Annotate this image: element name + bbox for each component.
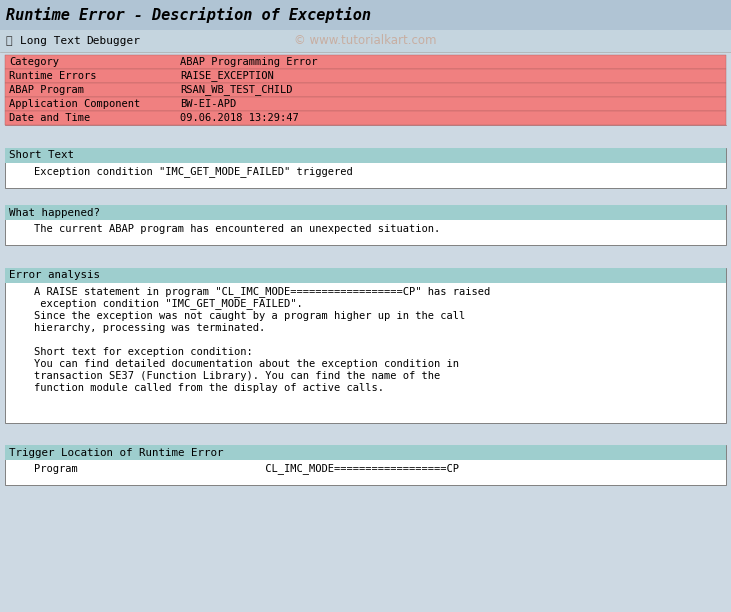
Bar [5, 445, 726, 485]
Text: Category: Category [9, 57, 59, 67]
Bar [5, 55, 726, 69]
Text: Application Component: Application Component [9, 99, 140, 109]
Text: Program                              CL_IMC_MODE==================CP: Program CL_IMC_MODE==================CP [9, 463, 459, 474]
Text: Runtime Errors: Runtime Errors [9, 71, 96, 81]
Text: ABAP Programming Error: ABAP Programming Error [180, 57, 317, 67]
Text: ⎙: ⎙ [6, 36, 12, 46]
Text: Exception condition "IMC_GET_MODE_FAILED" triggered: Exception condition "IMC_GET_MODE_FAILED… [9, 166, 353, 177]
Bar [5, 268, 726, 423]
Bar [5, 69, 726, 83]
Bar [5, 97, 726, 111]
Text: function module called from the display of active calls.: function module called from the display … [9, 383, 384, 393]
Text: Error analysis: Error analysis [9, 271, 100, 280]
Text: exception condition "IMC_GET_MODE_FAILED".: exception condition "IMC_GET_MODE_FAILED… [9, 299, 303, 310]
Text: Runtime Error - Description of Exception: Runtime Error - Description of Exception [6, 7, 371, 23]
Bar [0, 0, 731, 30]
Bar [5, 268, 726, 283]
Text: Date and Time: Date and Time [9, 113, 90, 123]
Bar [5, 148, 726, 163]
Bar [5, 205, 726, 245]
Text: © www.tutorialkart.com: © www.tutorialkart.com [295, 34, 436, 48]
Bar [5, 111, 726, 125]
Text: Long Text: Long Text [20, 36, 80, 46]
Text: Trigger Location of Runtime Error: Trigger Location of Runtime Error [9, 447, 224, 458]
Bar [0, 30, 731, 52]
Text: What happened?: What happened? [9, 207, 100, 217]
Bar [5, 83, 726, 97]
Text: RSAN_WB_TEST_CHILD: RSAN_WB_TEST_CHILD [180, 84, 292, 95]
Text: Short Text: Short Text [9, 151, 74, 160]
Text: 09.06.2018 13:29:47: 09.06.2018 13:29:47 [180, 113, 299, 123]
Text: You can find detailed documentation about the exception condition in: You can find detailed documentation abou… [9, 359, 459, 369]
Text: ABAP Program: ABAP Program [9, 85, 84, 95]
Text: transaction SE37 (Function Library). You can find the name of the: transaction SE37 (Function Library). You… [9, 371, 440, 381]
Text: A RAISE statement in program "CL_IMC_MODE==================CP" has raised: A RAISE statement in program "CL_IMC_MOD… [9, 286, 491, 297]
Bar [5, 148, 726, 188]
Text: Short text for exception condition:: Short text for exception condition: [9, 347, 253, 357]
Text: Since the exception was not caught by a program higher up in the call: Since the exception was not caught by a … [9, 311, 465, 321]
Bar [5, 445, 726, 460]
Bar [5, 205, 726, 220]
Text: BW-EI-APD: BW-EI-APD [180, 99, 236, 109]
Text: hierarchy, processing was terminated.: hierarchy, processing was terminated. [9, 323, 265, 333]
Text: The current ABAP program has encountered an unexpected situation.: The current ABAP program has encountered… [9, 224, 440, 234]
Text: Debugger: Debugger [86, 36, 140, 46]
Text: RAISE_EXCEPTION: RAISE_EXCEPTION [180, 70, 273, 81]
